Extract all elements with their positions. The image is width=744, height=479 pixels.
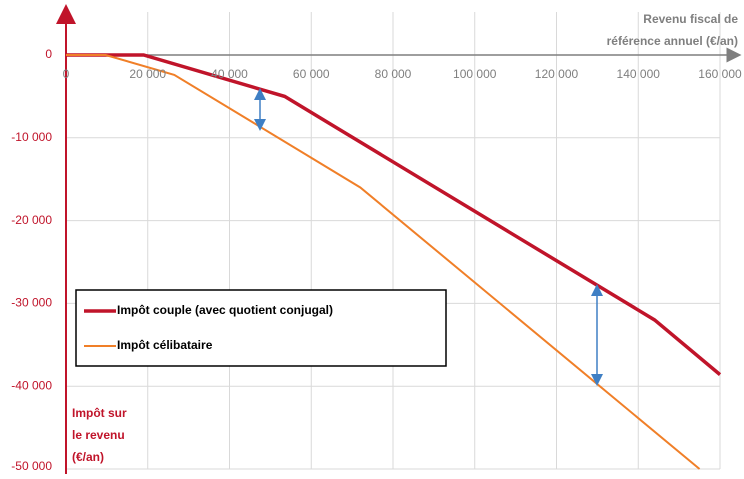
y-tick-label: -20 000 (11, 213, 52, 227)
y-axis-label: le revenu (72, 428, 125, 442)
series-line (66, 54, 701, 470)
series-line (66, 53, 722, 376)
x-tick-label: 100 000 (453, 67, 497, 81)
x-tick-label: 140 000 (617, 67, 661, 81)
y-tick-label: 0 (45, 47, 52, 61)
y-tick-label: -10 000 (11, 130, 52, 144)
legend (75, 289, 447, 367)
y-axis-label: Impôt sur (72, 406, 127, 420)
x-tick-label: 20 000 (129, 67, 166, 81)
x-axis-label: Revenu fiscal de (643, 12, 738, 26)
y-tick-label: -50 000 (11, 459, 52, 473)
x-tick-label: 40 000 (211, 67, 248, 81)
legend-label: Impôt célibataire (117, 338, 213, 352)
x-tick-label: 80 000 (375, 67, 412, 81)
y-tick-label: -40 000 (11, 378, 52, 392)
x-tick-label: 60 000 (293, 67, 330, 81)
x-axis-label: référence annuel (€/an) (607, 34, 738, 48)
x-tick-label: 160 000 (698, 67, 742, 81)
legend-label: Impôt couple (avec quotient conjugal) (117, 303, 333, 317)
y-tick-label: -30 000 (11, 296, 52, 310)
x-tick-label: 120 000 (535, 67, 579, 81)
x-tick-label: 0 (63, 67, 70, 81)
y-axis-label: (€/an) (72, 450, 104, 464)
